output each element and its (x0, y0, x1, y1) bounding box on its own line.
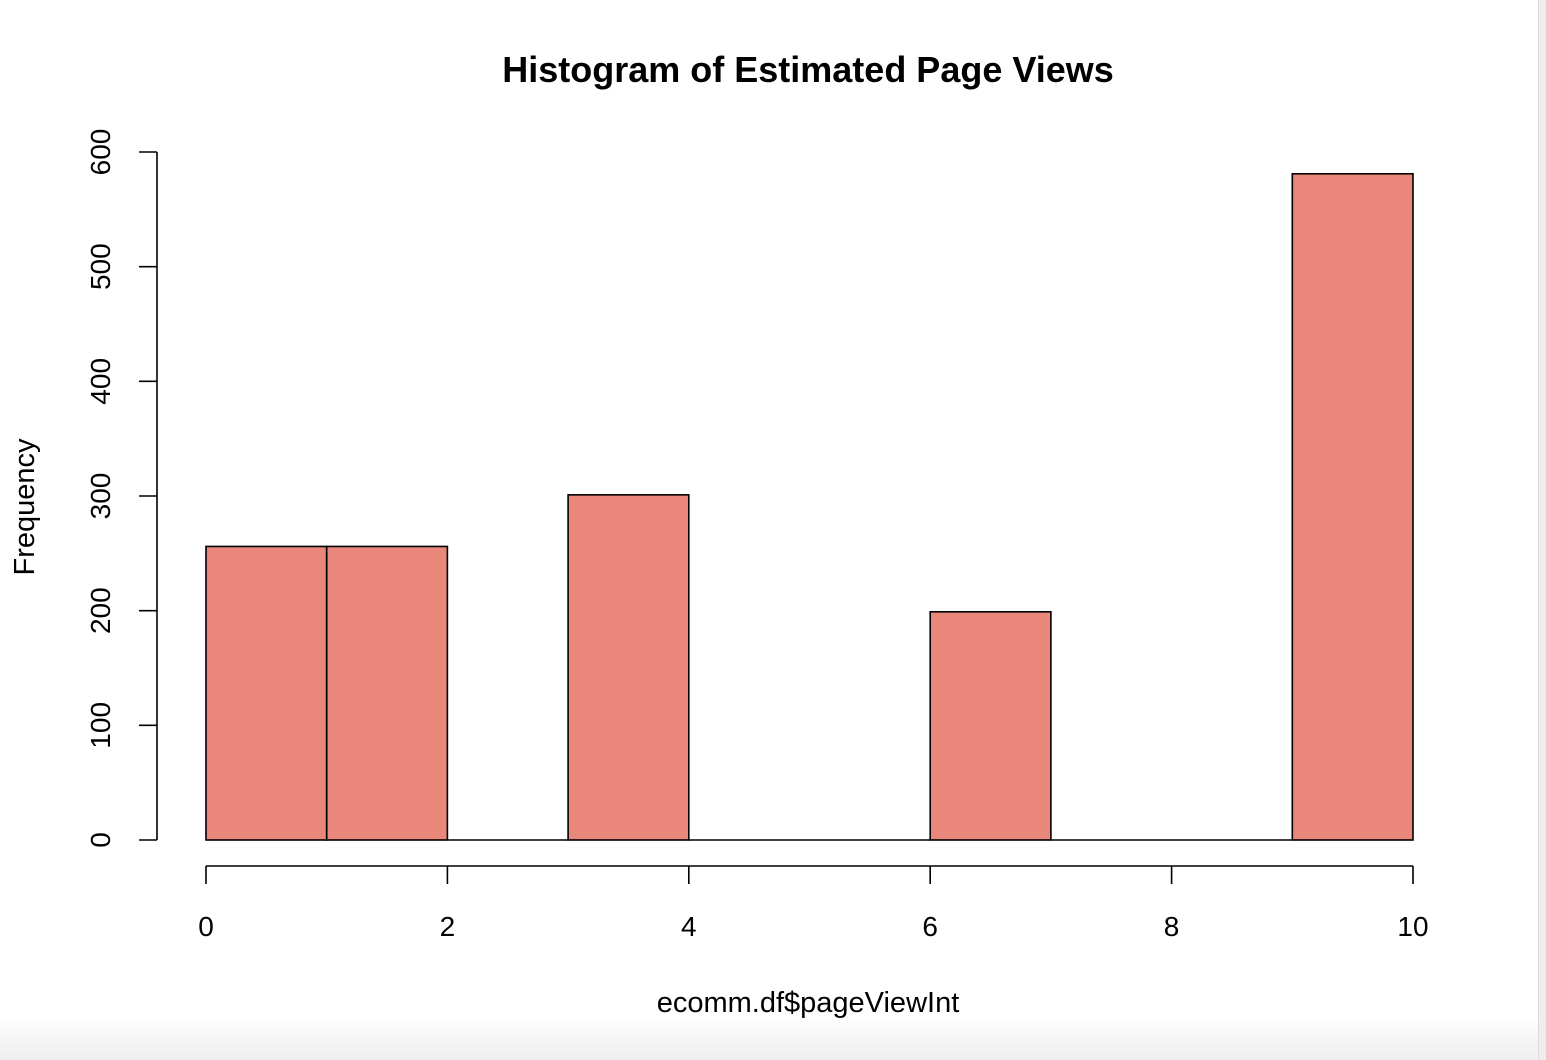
histogram-bar-0-1 (205, 545, 328, 841)
x-tick-label: 4 (681, 911, 697, 942)
histogram-bar-1-2 (325, 545, 449, 841)
y-tick-label: 500 (85, 243, 116, 290)
scrollbar-gutter (1538, 0, 1546, 1060)
y-tick-label: 300 (85, 473, 116, 520)
x-tick-label: 8 (1164, 911, 1180, 942)
histogram-bar-3-4 (567, 494, 690, 841)
bottom-edge-shadow (0, 1016, 1538, 1060)
y-tick-label: 400 (85, 358, 116, 405)
histogram-bar-6-7 (929, 611, 1052, 841)
x-tick-label: 10 (1397, 911, 1428, 942)
x-axis: 0 2 4 6 8 10 (198, 865, 1429, 942)
y-tick-label: 0 (85, 832, 116, 848)
x-axis-label: ecomm.df$pageViewInt (657, 987, 960, 1019)
histogram-bar-9-10 (1291, 172, 1414, 841)
y-tick-label: 200 (85, 587, 116, 634)
y-axis: 0 100 200 300 400 500 600 (85, 129, 158, 848)
y-tick-label: 600 (85, 129, 116, 176)
y-axis-label: Frequency (9, 438, 41, 576)
x-tick-label: 0 (198, 911, 214, 942)
y-tick-label: 100 (85, 702, 116, 749)
x-tick-label: 6 (922, 911, 938, 942)
bars-group (205, 172, 1414, 841)
chart-title: Histogram of Estimated Page Views (502, 49, 1114, 90)
x-tick-label: 2 (440, 911, 456, 942)
